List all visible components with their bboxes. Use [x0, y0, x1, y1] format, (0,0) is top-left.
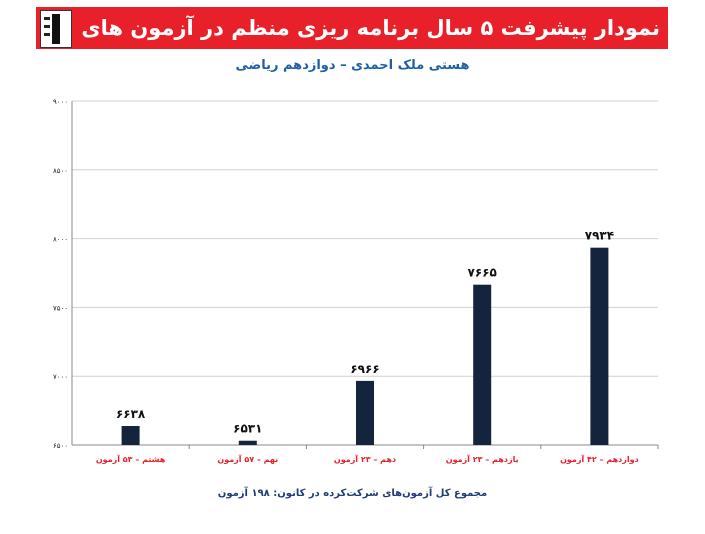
- bar: [121, 426, 140, 445]
- total-exams-note: مجموع کل آزمون‌های شرکت‌کرده در کانون: ۱…: [217, 488, 488, 499]
- y-tick-label: ۹۰۰۰: [53, 98, 68, 106]
- data-label: ۶۵۳۱: [233, 422, 262, 436]
- category-label: دوازدهم – ۴۲ آزمون: [560, 454, 639, 464]
- y-tick-label: ۷۵۰۰: [53, 304, 68, 312]
- y-tick-label: ۶۵۰۰: [53, 442, 68, 450]
- chart-title: نمودار پیشرفت ۵ سال برنامه ریزی منظم در …: [81, 16, 660, 82]
- bar: [590, 247, 609, 445]
- kanoon-logo: [40, 10, 72, 48]
- data-label: ۶۶۳۸: [116, 407, 146, 421]
- data-label: ۶۹۶۶: [350, 362, 379, 376]
- title-banner: [36, 7, 668, 49]
- category-label: دهم – ۲۳ آزمون: [334, 454, 396, 464]
- category-label: نهم – ۵۷ آزمون: [217, 454, 278, 464]
- data-label: ۷۹۳۴: [585, 229, 614, 243]
- bar: [473, 284, 492, 445]
- category-label: یازدهم – ۲۳ آزمون: [446, 454, 519, 464]
- chart-subtitle: هستی ملک احمدی – دوازدهم ریاضی: [235, 58, 470, 73]
- y-tick-label: ۸۰۰۰: [53, 236, 68, 244]
- category-label: هشتم – ۵۳ آزمون: [96, 454, 166, 464]
- y-tick-label: ۸۵۰۰: [53, 167, 68, 175]
- y-tick-label: ۷۰۰۰: [53, 373, 68, 381]
- bar: [238, 440, 257, 445]
- bar: [356, 380, 374, 445]
- data-label: ۷۶۶۵: [468, 266, 497, 280]
